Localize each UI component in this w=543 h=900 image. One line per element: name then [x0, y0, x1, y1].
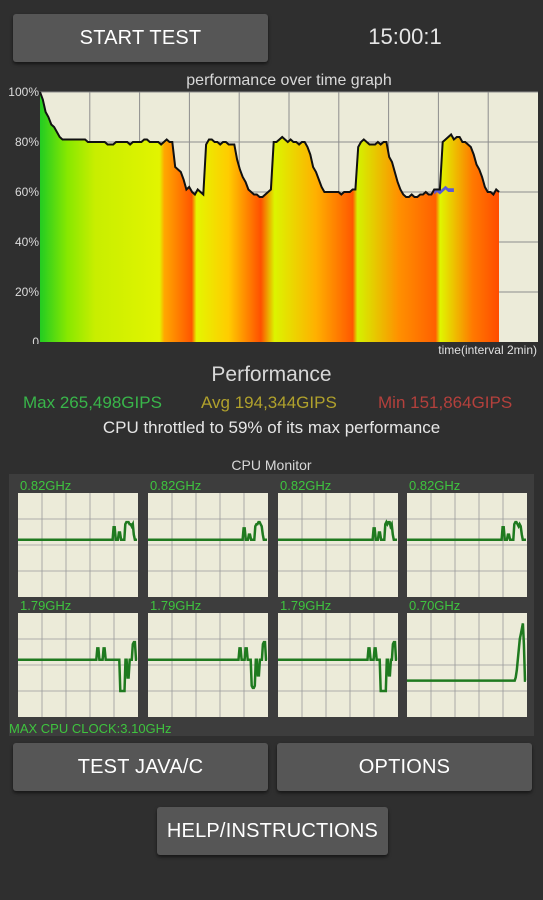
test-java-c-button[interactable]: TEST JAVA/C [13, 743, 268, 791]
core-frequency: 0.82GHz [20, 478, 72, 493]
options-button[interactable]: OPTIONS [277, 743, 532, 791]
core-graph [278, 493, 398, 597]
core-frequency-trace [278, 640, 398, 693]
core-graph [148, 613, 268, 717]
max-performance: Max 265,498GIPS [23, 393, 162, 412]
cpu-core-7: 1.79GHz [278, 596, 398, 717]
core-frequency-trace [407, 520, 526, 542]
core-graph [18, 613, 138, 717]
core-frequency-trace [148, 640, 268, 690]
throttle-marker [434, 185, 454, 195]
core-frequency-trace [148, 520, 267, 542]
y-tick-label: 0 [32, 335, 39, 344]
core-frequency: 0.70GHz [409, 598, 461, 613]
performance-graph: 100% 80% 60% 40% 20% 0 [8, 85, 538, 344]
core-frequency: 0.82GHz [280, 478, 332, 493]
core-frequency-trace [18, 640, 138, 693]
test-timer: 15:00:1 [368, 24, 442, 49]
core-frequency-trace [278, 519, 397, 542]
cpu-core-2: 0.82GHz [148, 476, 268, 597]
throttle-status: CPU throttled to 59% of its max performa… [102, 418, 441, 437]
graph-x-axis-label: time(interval 2min) [438, 343, 537, 357]
core-graph [148, 493, 268, 597]
performance-line [39, 91, 500, 198]
y-tick-label: 60% [15, 185, 39, 199]
performance-area [40, 92, 499, 342]
cpu-core-3: 0.82GHz [278, 476, 398, 597]
core-frequency: 0.82GHz [150, 478, 202, 493]
help-instructions-button[interactable]: HELP/INSTRUCTIONS [157, 807, 388, 855]
avg-performance: Avg 194,344GIPS [201, 393, 337, 412]
graph-y-axis: 100% 80% 60% 40% 20% 0 [8, 85, 39, 344]
core-frequency-trace [18, 519, 137, 542]
core-graph [18, 493, 138, 597]
cpu-core-1: 0.82GHz [18, 476, 138, 597]
cpu-monitor-title: CPU Monitor [231, 457, 312, 473]
cpu-core-8: 0.70GHz [407, 596, 527, 717]
min-performance: Min 151,864GIPS [378, 393, 513, 412]
core-frequency: 1.79GHz [20, 598, 72, 613]
core-graph [407, 613, 527, 717]
y-tick-label: 40% [15, 235, 39, 249]
core-frequency: 0.82GHz [409, 478, 461, 493]
max-cpu-clock: MAX CPU CLOCK:3.10GHz [9, 721, 172, 736]
y-tick-label: 80% [15, 135, 39, 149]
core-graph [407, 493, 527, 597]
performance-title: Performance [211, 363, 332, 386]
y-tick-label: 100% [8, 85, 39, 99]
core-graph [278, 613, 398, 717]
cpu-core-5: 1.79GHz [18, 596, 138, 717]
core-frequency-trace [407, 623, 527, 682]
cpu-monitor-panel: 0.82GHz 0.82GHz 0.82GHz 0.82GHz 1.79GHz … [9, 474, 534, 736]
y-tick-label: 20% [15, 285, 39, 299]
cpu-core-6: 1.79GHz [148, 596, 268, 717]
core-frequency: 1.79GHz [280, 598, 332, 613]
start-test-button[interactable]: START TEST [13, 14, 268, 62]
cpu-core-4: 0.82GHz [407, 476, 527, 597]
graph-title: performance over time graph [186, 72, 392, 89]
core-frequency: 1.79GHz [150, 598, 202, 613]
